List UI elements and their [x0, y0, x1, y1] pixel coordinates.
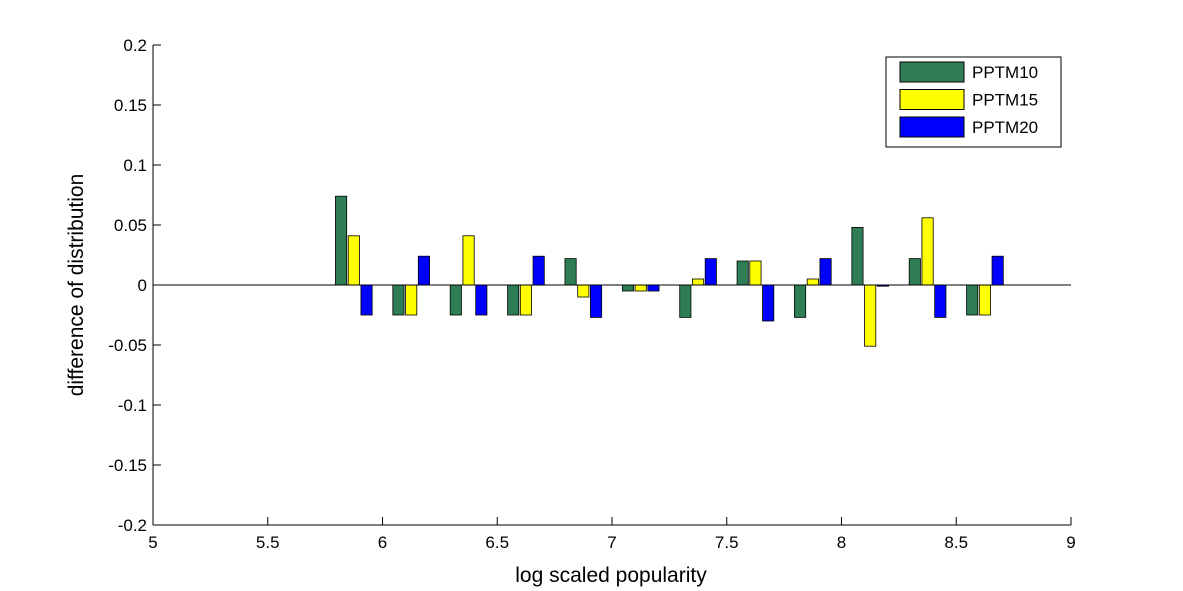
y-tick-label: -0.1	[118, 396, 147, 415]
bar-pptm15-10	[921, 217, 934, 286]
x-tick-label: 8.5	[944, 533, 968, 552]
bar-pptm20-7	[762, 284, 775, 322]
bars-group	[335, 195, 1004, 347]
bar-pptm10-3	[507, 284, 520, 316]
bar-pptm20-11	[991, 255, 1004, 286]
y-tick-label: 0	[138, 276, 147, 295]
y-tick-label: 0.05	[114, 216, 147, 235]
x-tick-label: 7.5	[715, 533, 739, 552]
bar-pptm10-4	[564, 258, 577, 286]
bar-pptm15-2	[462, 235, 475, 286]
bar-pptm15-8	[806, 278, 819, 286]
bar-pptm15-9	[864, 284, 877, 347]
axes: 5 5.5 6 6.5 7 7.5 8 8.5 9 -0.2 -0.15 -0.1 -0.05 0 0.05…	[108, 36, 1075, 552]
bar-pptm20-3	[532, 255, 545, 286]
legend-swatch-pptm10	[899, 61, 965, 83]
legend-swatch-pptm20	[899, 116, 965, 138]
y-tick-label: -0.15	[108, 456, 147, 475]
bar-pptm15-7	[749, 260, 762, 286]
bar-pptm15-5	[634, 284, 647, 292]
bar-pptm10-10	[908, 258, 921, 286]
bar-pptm20-0	[360, 284, 373, 316]
x-tick-label: 6	[378, 533, 387, 552]
bar-pptm20-8	[819, 258, 832, 286]
x-tick-label: 7	[607, 533, 616, 552]
y-axis-title: difference of distribution	[65, 174, 88, 397]
x-tick-label: 6.5	[485, 533, 509, 552]
bar-pptm10-8	[794, 284, 807, 318]
bar-pptm15-0	[347, 235, 360, 286]
bar-pptm10-1	[392, 284, 405, 316]
legend: PPTM10 PPTM15 PPTM20	[885, 56, 1062, 148]
legend-label-pptm10: PPTM10	[972, 63, 1038, 82]
bar-pptm15-11	[978, 284, 991, 316]
bar-pptm10-6	[679, 284, 692, 318]
y-tick-label: -0.2	[118, 516, 147, 535]
bar-pptm10-2	[449, 284, 462, 316]
x-tick-label: 5	[148, 533, 157, 552]
legend-swatch-pptm15	[899, 89, 965, 110]
bar-pptm20-5	[647, 284, 660, 292]
bar-pptm20-10	[934, 284, 947, 318]
bar-pptm20-1	[417, 255, 430, 286]
x-tick-label: 9	[1066, 533, 1075, 552]
bar-pptm15-6	[692, 278, 705, 286]
x-tick-label: 8	[837, 533, 846, 552]
y-tick-label: 0.1	[123, 156, 147, 175]
bar-pptm15-1	[405, 284, 418, 316]
x-axis-title: log scaled popularity	[515, 564, 707, 587]
bar-pptm10-11	[966, 284, 979, 316]
x-tick-label: 5.5	[256, 533, 280, 552]
bar-pptm10-0	[335, 195, 348, 286]
y-tick-label: -0.05	[108, 336, 147, 355]
bar-pptm15-4	[577, 284, 590, 298]
bar-pptm10-9	[851, 226, 864, 286]
bar-pptm10-5	[621, 284, 634, 292]
bar-pptm20-4	[590, 284, 603, 318]
bar-pptm15-3	[519, 284, 532, 316]
y-tick-label: 0.2	[123, 36, 147, 55]
legend-label-pptm15: PPTM15	[972, 91, 1038, 110]
bar-pptm20-6	[704, 258, 717, 286]
bar-pptm10-7	[736, 260, 749, 286]
bar-pptm20-2	[475, 284, 488, 316]
legend-label-pptm20: PPTM20	[972, 118, 1038, 137]
y-tick-label: 0.15	[114, 96, 147, 115]
